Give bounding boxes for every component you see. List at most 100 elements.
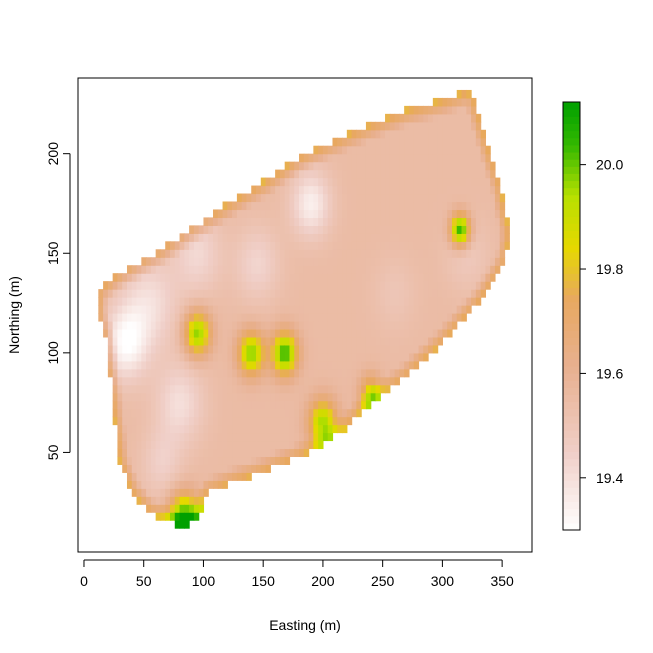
heatmap-cell [165,424,171,434]
heatmap-cell [141,273,147,282]
heatmap-cell [103,328,109,338]
heatmap-cell [394,297,400,306]
heatmap-cell [275,432,281,442]
heatmap-cell [394,273,400,282]
heatmap-cell [380,273,386,282]
heatmap-cell [131,448,138,458]
heatmap-cell [342,336,348,346]
heatmap-cell [456,265,463,274]
heatmap-cell [318,273,324,282]
heatmap-cell [141,424,147,434]
heatmap-cell [370,368,377,378]
heatmap-cell [299,408,305,418]
heatmap-cell [322,193,329,203]
heatmap-cell [494,225,501,234]
heatmap-cell [260,360,267,370]
heatmap-cell [442,225,448,234]
heatmap-cell [136,305,142,314]
heatmap-cell [322,352,329,362]
heatmap-cell [365,313,372,322]
heatmap-cell [160,480,166,489]
heatmap-cell [189,273,195,282]
heatmap-cell [389,145,396,155]
heatmap-cell [217,273,224,282]
heatmap-cell [203,360,209,370]
heatmap-cell [494,249,501,258]
heatmap-cell [107,360,114,370]
heatmap-cell [299,392,305,402]
heatmap-cell [141,352,147,362]
heatmap-cell [456,233,463,242]
heatmap-cell [275,249,281,258]
heatmap-cell [131,384,138,394]
heatmap-cell [256,440,262,450]
heatmap-cell [318,281,324,290]
heatmap-cell [146,336,152,346]
heatmap-cell [332,392,338,402]
heatmap-cell [437,169,443,179]
heatmap-cell [380,193,386,203]
heatmap-cell [404,129,410,139]
heatmap-cell [461,233,467,242]
heatmap-cell [193,344,200,354]
heatmap-cell [251,273,257,282]
heatmap-cell [112,297,119,306]
heatmap-cell [208,416,214,426]
heatmap-cell [184,352,190,362]
heatmap-cell [131,408,138,418]
heatmap-cell [284,416,291,426]
heatmap-cell [265,289,271,298]
heatmap-cell [471,217,477,226]
heatmap-cell [213,480,219,489]
heatmap-cell [313,257,319,266]
colorbar-swatch [563,508,580,517]
heatmap-cell [256,424,262,434]
heatmap-cell [303,297,310,306]
heatmap-cell [236,344,243,354]
heatmap-cell [394,121,400,131]
heatmap-cell [418,257,424,266]
heatmap-cell [418,201,424,211]
colorbar-swatch [563,116,580,124]
heatmap-cell [203,416,209,426]
heatmap-cell [471,193,477,203]
heatmap-cell [232,440,238,450]
heatmap-cell [256,408,262,418]
heatmap-cell [428,289,434,298]
heatmap-cell [490,233,496,242]
heatmap-cell [308,416,314,426]
heatmap-cell [361,392,367,402]
heatmap-cell [485,177,491,187]
heatmap-cell [404,193,410,203]
heatmap-cell [289,368,295,378]
heatmap-cell [208,297,214,306]
heatmap-cell [299,209,305,219]
heatmap-cell [279,352,286,362]
heatmap-cell [461,209,467,219]
heatmap-cell [370,320,377,330]
heatmap-cell [198,352,205,362]
heatmap-cell [346,400,353,410]
heatmap-cell [375,297,381,306]
heatmap-cell [203,289,209,298]
heatmap-cell [208,328,214,338]
heatmap-cell [408,161,415,171]
heatmap-cell [423,352,429,362]
heatmap-cell [189,488,195,497]
heatmap-cell [404,289,410,298]
heatmap-cell [475,265,482,274]
heatmap-cell [141,400,147,410]
heatmap-cell [361,241,367,250]
heatmap-cell [227,456,233,465]
heatmap-cell [174,273,181,282]
heatmap-cell [337,408,343,418]
heatmap-cell [423,217,429,226]
heatmap-cell [189,305,195,314]
heatmap-cell [122,305,128,314]
heatmap-cell [480,265,487,274]
heatmap-cell [303,400,310,410]
heatmap-cell [279,328,286,338]
heatmap-cell [313,336,319,346]
colorbar: 19.419.619.820.0 [562,101,623,531]
heatmap-cell [418,273,424,282]
